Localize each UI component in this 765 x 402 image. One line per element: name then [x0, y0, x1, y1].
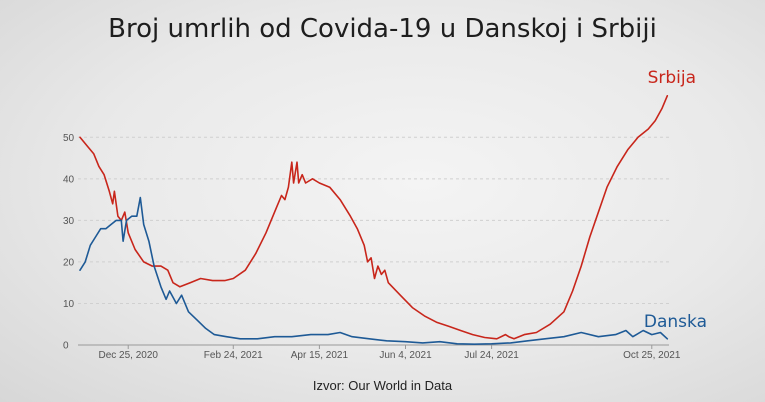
chart-title: Broj umrlih od Covida-19 u Danskoj i Srb…: [108, 14, 657, 44]
x-axis-ticks: Dec 25, 2020 Feb 24, 2021 Apr 15, 2021 Jun …: [98, 345, 681, 361]
x-tick-label: Jul 24, 2021: [464, 350, 519, 361]
x-tick-label: Apr 15, 2021: [291, 350, 349, 361]
x-tick-label: Jun 4, 2021: [379, 350, 432, 361]
series-label-danska: Danska: [644, 312, 707, 332]
x-tick-label: Dec 25, 2020: [98, 350, 158, 361]
y-tick-label: 0: [63, 341, 69, 352]
y-tick-label: 30: [63, 216, 75, 227]
y-tick-label: 50: [63, 133, 75, 144]
source-note: Izvor: Our World in Data: [312, 378, 453, 393]
y-tick-label: 40: [63, 174, 75, 185]
y-axis-ticks: 0 10 20 30 40 50: [63, 133, 75, 352]
y-tick-label: 20: [63, 257, 75, 268]
series-lines: [79, 95, 669, 346]
series-label-srbija: Srbija: [648, 68, 696, 88]
series-line-danska: [79, 196, 669, 346]
x-tick-label: Feb 24, 2021: [204, 350, 263, 361]
series-line-srbija: [79, 95, 669, 340]
x-tick-label: Oct 25, 2021: [623, 350, 681, 361]
grid-lines: [78, 136, 669, 346]
y-tick-label: 10: [63, 299, 75, 310]
